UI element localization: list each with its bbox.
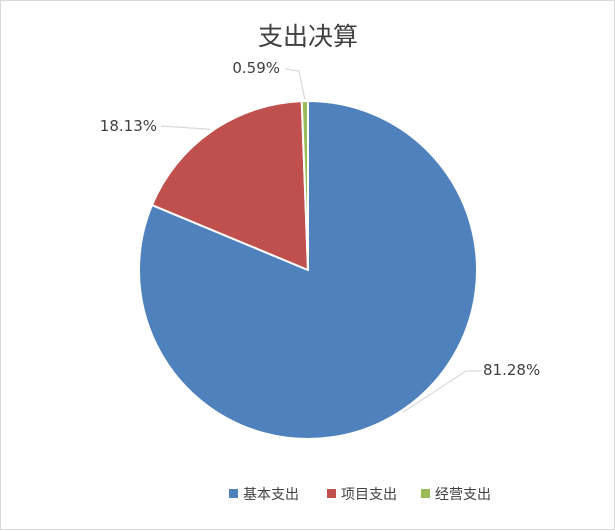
legend-swatch-2 [327,489,336,498]
leader-line-3 [284,68,306,100]
leader-line-2 [160,125,211,131]
data-labels: 81.28% 18.13% 0.59% [100,59,540,379]
data-label-3: 0.59% [232,59,280,77]
legend-label-2: 项目支出 [341,487,397,503]
legend-swatch-1 [229,489,238,498]
chart-title: 支出决算 [258,22,358,51]
legend: 基本支出 项目支出 经营支出 [229,486,491,503]
pie-slice-1 [138,100,478,440]
leader-line-1 [402,370,481,413]
pie-slice-2 [150,100,309,271]
pie-slices [138,100,478,440]
data-label-1: 81.28% [483,361,540,379]
legend-label-1: 基本支出 [243,486,299,503]
leader-lines [160,68,481,413]
pie-slice-3 [300,100,309,271]
legend-label-3: 经营支出 [435,487,491,503]
data-label-2: 18.13% [100,117,157,135]
legend-swatch-3 [421,489,430,498]
